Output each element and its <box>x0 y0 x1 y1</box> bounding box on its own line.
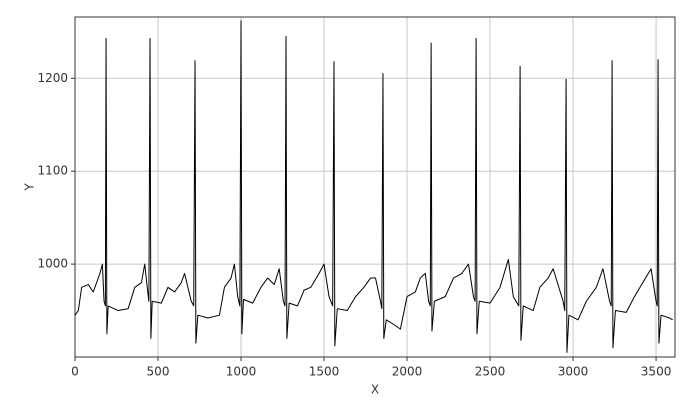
x-tick-label: 3000 <box>558 365 589 379</box>
y-tick-label: 1200 <box>37 71 68 85</box>
x-tick-label: 0 <box>71 365 79 379</box>
x-tick-label: 1000 <box>226 365 257 379</box>
x-axis-title: X <box>371 383 379 397</box>
x-tick-label: 2000 <box>392 365 423 379</box>
x-tick-label: 500 <box>147 365 170 379</box>
y-tick-label: 1000 <box>37 257 68 271</box>
y-tick-label: 1100 <box>37 164 68 178</box>
x-tick-label: 3500 <box>641 365 672 379</box>
x-tick-label: 2500 <box>475 365 506 379</box>
plot-frame <box>74 16 676 358</box>
x-tick-label: 1500 <box>309 365 340 379</box>
data-line <box>74 20 673 353</box>
y-axis-title: Y <box>23 183 37 192</box>
